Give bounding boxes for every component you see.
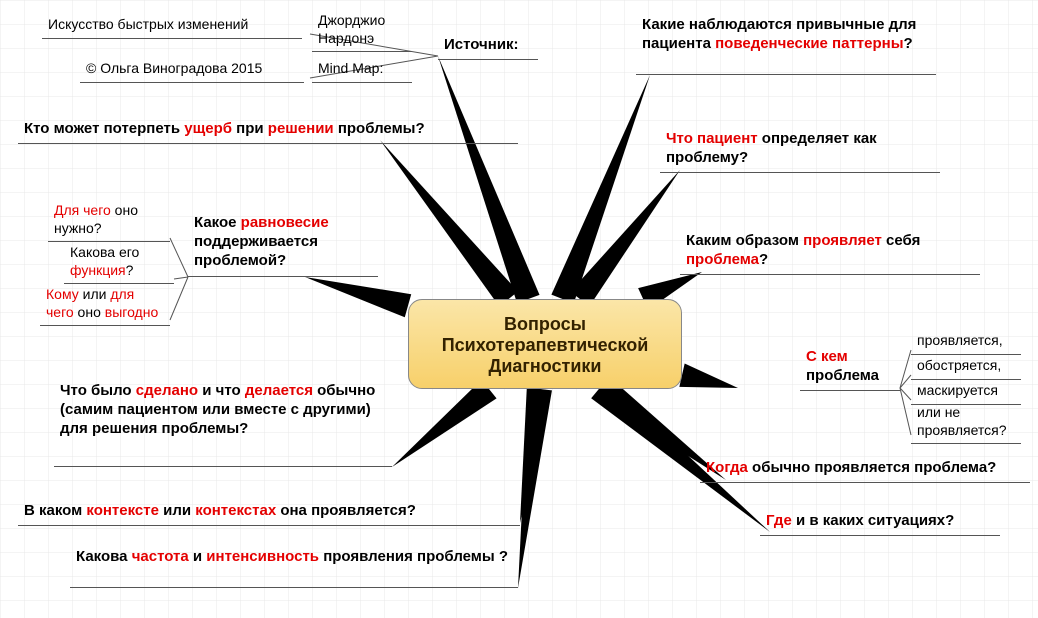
node-equil_s2: Какова его функция? — [64, 242, 174, 284]
node-who_s3: маскируется — [911, 380, 1021, 405]
node-done: Что было сделано и что делается обычно (… — [54, 380, 392, 467]
node-src_label: Источник: — [438, 34, 538, 60]
node-src_book: Искусство быстрых изменений — [42, 14, 302, 39]
node-patt: Какие наблюдаются привычные для пациента… — [636, 14, 936, 75]
node-equil_s3: Кому или для чего оно выгодно — [40, 284, 170, 326]
node-src_mm: Mind Map: — [312, 58, 412, 83]
node-who_s1: проявляется, — [911, 330, 1021, 355]
node-when: Когда обычно проявляется проблема? — [700, 457, 1030, 483]
mindmap-stage: Вопросы Психотерапевтической Диагностики… — [0, 0, 1038, 618]
node-freq: Какова частота и интенсивность проявлени… — [70, 546, 518, 588]
node-who_s2: обостряется, — [911, 355, 1021, 380]
node-where: Где и в каких ситуациях? — [760, 510, 1000, 536]
center-topic: Вопросы Психотерапевтической Диагностики — [408, 299, 682, 389]
node-src_author: Джорджио Нардонэ — [312, 10, 412, 52]
node-damage: Кто может потерпеть ущерб при решении пр… — [18, 118, 518, 144]
node-who_s4: или не проявляется? — [911, 402, 1021, 444]
node-ctx: В каком контексте или контекстах она про… — [18, 500, 520, 526]
node-equil_s1: Для чего оно нужно? — [48, 200, 170, 242]
node-src_author2: © Ольга Виноградова 2015 — [80, 58, 304, 83]
node-equil: Какое равновесие поддерживается проблемо… — [188, 212, 378, 277]
node-manif: Каким образом проявляет себя проблема? — [680, 230, 980, 275]
node-who: С кем проблема — [800, 346, 900, 391]
node-def: Что пациент определяет как проблему? — [660, 128, 940, 173]
